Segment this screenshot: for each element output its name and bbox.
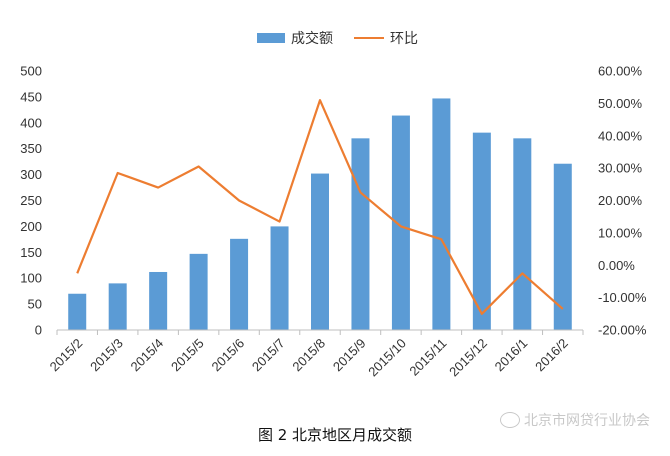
x-tick-label: 2015/2 [47,336,86,375]
bar [230,238,249,330]
bar [311,173,329,330]
bar-series [68,98,572,330]
x-tick-label: 2015/10 [365,336,409,380]
left-tick-label: 0 [35,323,42,338]
bar [513,138,532,330]
x-tick-label: 2015/4 [128,336,167,375]
wechat-icon [500,412,520,428]
right-tick-label: -20.00% [598,323,647,338]
watermark: 北京市网贷行业协会 [500,410,650,430]
right-tick-label: 40.00% [598,128,643,143]
watermark-text: 北京市网贷行业协会 [524,413,650,429]
bar [149,271,168,330]
legend-label-line: 环比 [390,31,418,47]
right-axis: -20.00% -10.00% 0.00% 10.00% 20.00% 30.00% 40.… [598,64,647,338]
right-tick-label: 60.00% [598,64,643,79]
x-tick-label: 2016/1 [492,336,531,375]
left-tick-label: 200 [20,219,42,234]
right-tick-label: 30.00% [598,161,643,176]
left-tick-label: 400 [20,115,42,130]
x-tick-label: 2015/11 [406,336,449,379]
left-tick-label: 150 [20,245,42,260]
left-tick-label: 450 [20,89,42,104]
right-tick-label: 0.00% [598,258,635,273]
x-tick-label: 2015/3 [87,336,126,375]
bar [68,293,87,330]
x-tick-label: 2015/12 [446,336,490,380]
x-tick-label: 2015/7 [249,336,288,375]
bar [189,253,208,330]
left-tick-label: 500 [20,64,42,79]
bar [432,98,451,330]
bar [472,132,491,330]
bar [108,283,127,330]
right-tick-label: 50.00% [598,96,643,111]
x-tick-label: 2015/6 [208,336,247,375]
left-tick-label: 300 [20,167,42,182]
left-tick-label: 50 [28,297,42,312]
bar [270,226,289,330]
legend-bar-swatch [257,33,285,43]
x-tick-label: 2015/5 [168,336,207,375]
line-series [76,99,564,315]
right-tick-label: -10.00% [598,290,647,305]
right-tick-label: 10.00% [598,225,643,240]
figure-caption: 图 2 北京地区月成交额 [257,426,413,444]
x-tick-label: 2015/9 [330,336,369,375]
left-tick-label: 350 [20,141,42,156]
right-tick-label: 20.00% [598,193,643,208]
x-tick-label: 2016/2 [532,336,571,375]
legend-label-bar: 成交额 [291,30,333,47]
bar [391,115,410,330]
left-tick-label: 250 [20,193,42,208]
left-tick-label: 100 [20,271,42,286]
left-axis: 0 50 100 150 200 250 300 350 400 450 500 [20,64,42,338]
bar [553,163,572,330]
x-axis: 2015/2 2015/3 2015/4 2015/5 2015/6 2015/7 2015… [47,329,584,380]
x-tick-label: 2015/8 [289,336,328,375]
bar [351,138,370,330]
legend: 成交额 环比 [257,30,418,47]
